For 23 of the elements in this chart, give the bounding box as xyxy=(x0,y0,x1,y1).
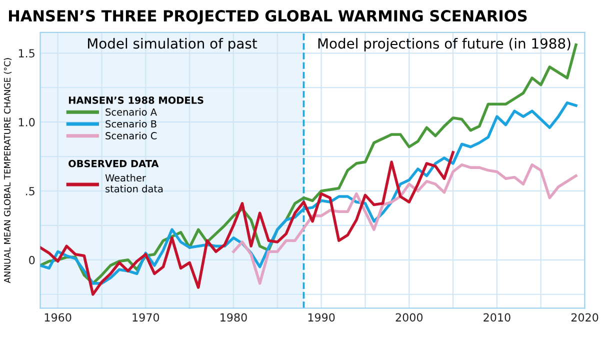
y-tick-label: 1.5 xyxy=(18,49,34,58)
legend-label: Weather station data xyxy=(105,174,163,192)
annotation: OBSERVED DATA xyxy=(68,160,159,168)
legend-label: Scenario A xyxy=(106,108,157,116)
x-tick-label: 1990 xyxy=(308,313,335,322)
x-tick-label: 1980 xyxy=(220,313,247,322)
annotation: Model projections of future (in 1988) xyxy=(318,38,570,52)
line-series xyxy=(232,163,578,285)
x-tick-label: 2000 xyxy=(396,313,423,322)
y-tick-label: 0 xyxy=(29,256,35,264)
y-tick-label: .5 xyxy=(26,187,34,196)
legend-label: Scenario B xyxy=(106,120,156,128)
x-tick-label: 1960 xyxy=(44,313,72,322)
x-tick-label: 1970 xyxy=(132,313,160,322)
y-tick-label: 1.0 xyxy=(18,118,35,126)
chart-title: HANSEN’S THREE PROJECTED GLOBAL WARMING SCENARIOS xyxy=(9,10,527,24)
legend-title: HANSEN’S 1988 MODELS xyxy=(68,96,204,104)
x-tick-label: 2010 xyxy=(484,313,510,322)
legend-label: Scenario C xyxy=(106,132,157,140)
band-label: Model simulation of past xyxy=(88,38,258,52)
line-series xyxy=(40,151,454,296)
y-axis-title: ANNUAL MEAN GLOBAL TEMPERATURE CHANGE (°C) xyxy=(4,58,12,284)
x-tick-label: 2020 xyxy=(571,313,598,322)
